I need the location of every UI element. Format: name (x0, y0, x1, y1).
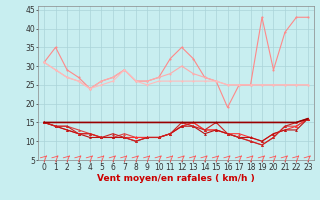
X-axis label: Vent moyen/en rafales ( km/h ): Vent moyen/en rafales ( km/h ) (97, 174, 255, 183)
